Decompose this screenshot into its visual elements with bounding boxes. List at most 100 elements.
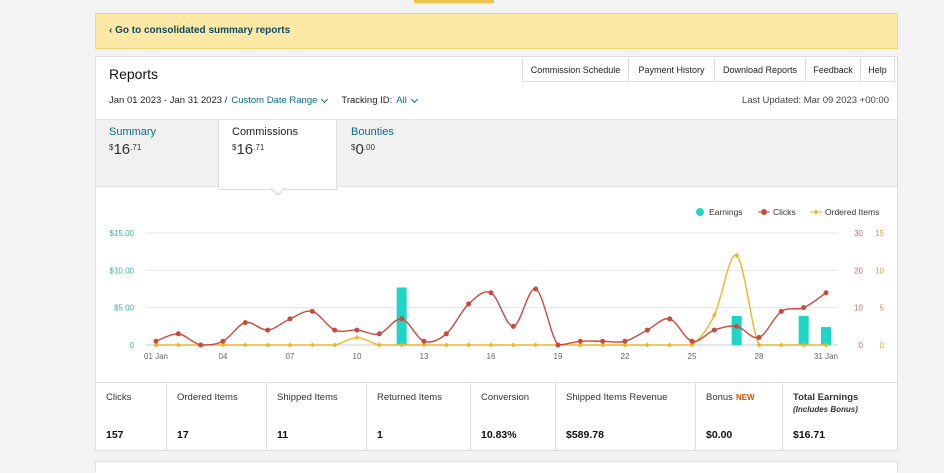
y-tick-earnings: $5.00 [114, 304, 135, 313]
ordered-items-point [778, 342, 784, 348]
clicks-point [354, 327, 360, 333]
payment-history-button[interactable]: Payment History [629, 58, 715, 82]
tab-bounties-amount: $0.00 [351, 141, 375, 158]
ordered-items-point [399, 342, 405, 348]
filter-row: Jan 01 2023 - Jan 31 2023 / Custom Date … [109, 95, 418, 106]
ordered-items-point [421, 342, 427, 348]
custom-date-range-link[interactable]: Custom Date Range [231, 95, 318, 106]
stat-total-earnings: Total Earnings (Includes Bonus) $16.71 [793, 392, 859, 441]
clicks-point [287, 316, 293, 322]
x-tick: 28 [755, 352, 764, 361]
tab-summary-label: Summary [109, 126, 157, 138]
tab-summary-amount: $16.71 [109, 141, 142, 158]
clicks-point [533, 286, 539, 292]
clicks-point [734, 323, 740, 329]
clicks-point [801, 305, 807, 311]
clicks-point [220, 338, 226, 344]
clicks-point [175, 331, 181, 337]
clicks-point [466, 301, 472, 307]
tracking-id-label: Tracking ID: [341, 95, 393, 106]
ordered-items-point [823, 342, 829, 348]
legend-label: Clicks [773, 207, 796, 217]
y-tick-earnings: $15.00 [110, 229, 135, 238]
ordered-items-point [488, 342, 494, 348]
clicks-point [242, 320, 248, 326]
consolidated-summary-link[interactable]: ‹ Go to consolidated summary reports [109, 25, 291, 36]
clicks-point [622, 338, 628, 344]
stat-returned-items: Returned Items 1 [367, 383, 471, 450]
x-tick: 01 Jan [144, 352, 168, 361]
y-tick-clicks: 10 [854, 304, 863, 313]
page-title: Reports [109, 66, 159, 82]
ordered-items-point [644, 342, 650, 348]
y-tick-items: 15 [875, 229, 884, 238]
ordered-items-point [354, 335, 360, 341]
clicks-point [332, 327, 338, 333]
ordered-items-point [689, 342, 695, 348]
ordered-items-point [577, 342, 583, 348]
y-tick-clicks: 30 [854, 229, 863, 238]
tab-summary[interactable]: Summary $16.71 [96, 120, 217, 187]
clicks-point [488, 290, 494, 296]
ordered-items-point [265, 342, 271, 348]
clicks-point [153, 338, 159, 344]
ordered-items-point [734, 252, 740, 258]
ordered-items-point [801, 342, 807, 348]
commission-schedule-button[interactable]: Commission Schedule [522, 58, 629, 82]
clicks-point [823, 290, 829, 296]
clicks-point [600, 338, 606, 344]
ordered-items-point [600, 342, 606, 348]
ordered-items-point [309, 342, 315, 348]
clicks-point [309, 308, 315, 314]
x-tick: 25 [688, 352, 697, 361]
clicks-point [577, 338, 583, 344]
clicks-point [443, 331, 449, 337]
top-accent-bar [414, 0, 494, 3]
clicks-point [689, 338, 695, 344]
ordered-items-point [510, 342, 516, 348]
y-tick-earnings: $10.00 [110, 266, 135, 275]
clicks-point [778, 308, 784, 314]
tab-commissions-amount: $16.71 [232, 141, 265, 158]
ordered-items-point [332, 342, 338, 348]
clicks-point [510, 323, 516, 329]
x-tick: 07 [286, 352, 295, 361]
new-badge: NEW [735, 393, 755, 402]
stats-row: Clicks 157 Ordered Items 17 Shipped Item… [96, 382, 897, 450]
stat-ordered-items: Ordered Items 17 [167, 383, 267, 450]
ordered-items-point [242, 342, 248, 348]
x-tick: 04 [219, 352, 228, 361]
legend-label: Ordered Items [825, 207, 879, 217]
date-range-text: Jan 01 2023 - Jan 31 2023 / [109, 95, 228, 106]
earnings-bar [821, 327, 831, 345]
ordered-items-point [622, 342, 628, 348]
y-tick-items: 0 [880, 341, 885, 350]
stat-shipped-revenue: Shipped Items Revenue $589.78 [556, 383, 696, 450]
tab-bounties-label: Bounties [351, 126, 394, 138]
chevron-down-icon[interactable] [321, 95, 329, 103]
ordered-items-point [376, 342, 382, 348]
earnings-bar [731, 315, 742, 345]
clicks-line [155, 288, 827, 346]
x-tick: 19 [554, 352, 563, 361]
chevron-down-icon[interactable] [410, 95, 418, 103]
clicks-point [399, 316, 405, 322]
x-tick: 22 [621, 352, 630, 361]
tab-commissions[interactable]: Commissions $16.71 [218, 120, 337, 190]
y-tick-clicks: 20 [854, 266, 863, 275]
tracking-id-select[interactable]: All [396, 95, 407, 106]
ordered-items-point [153, 342, 159, 348]
last-updated: Last Updated: Mar 09 2023 +00:00 [741, 95, 889, 106]
clicks-point [644, 327, 650, 333]
help-button[interactable]: Help [861, 58, 895, 82]
x-tick: 16 [487, 352, 496, 361]
download-reports-button[interactable]: Download Reports [715, 58, 806, 82]
clicks-point [198, 342, 204, 348]
clicks-point [376, 331, 382, 337]
report-tabs: Summary $16.71 Commissions $16.71 Bounti… [96, 119, 897, 190]
tab-bounties[interactable]: Bounties $0.00 [338, 120, 448, 187]
feedback-button[interactable]: Feedback [806, 58, 861, 82]
earnings-bar [798, 315, 809, 345]
commissions-chart: $15.00 $10.00 $5.00 0 30 20 10 0 15 10 5 0 01 Jan 04 0… [110, 207, 885, 361]
tab-commissions-label: Commissions [232, 126, 299, 138]
